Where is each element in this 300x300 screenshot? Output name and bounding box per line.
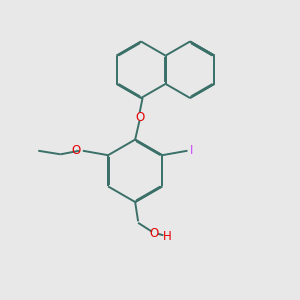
Text: H: H [163, 230, 171, 243]
Text: O: O [150, 227, 159, 240]
Text: I: I [190, 144, 193, 157]
Text: O: O [71, 144, 81, 157]
Text: O: O [135, 111, 144, 124]
